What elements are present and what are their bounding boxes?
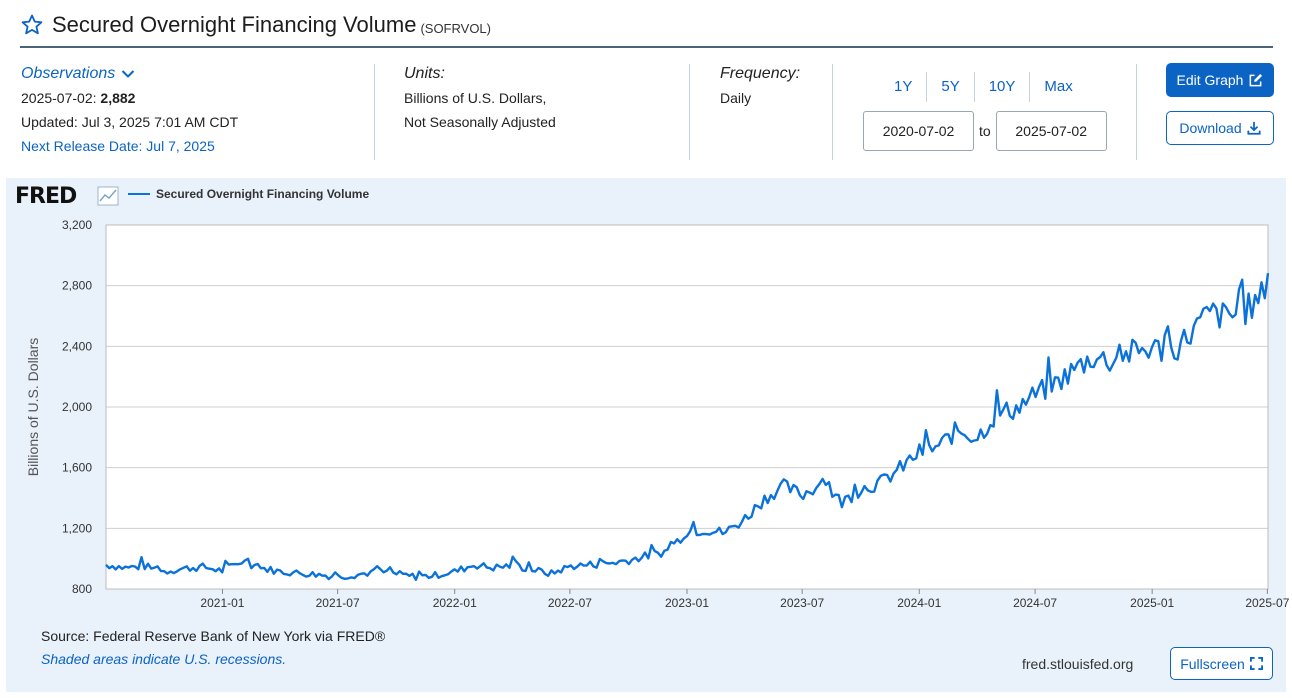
download-icon [1247, 121, 1261, 135]
updated-text: Updated: Jul 3, 2025 7:01 AM CDT [21, 114, 239, 130]
end-date-input[interactable] [995, 111, 1107, 151]
star-outline-icon[interactable] [20, 13, 44, 37]
download-button[interactable]: Download [1166, 111, 1274, 145]
x-tick-label: 2023-01 [665, 596, 709, 610]
grid-lines [105, 224, 1269, 590]
y-tick-label: 2,800 [62, 279, 92, 293]
y-tick-label: 3,200 [62, 218, 92, 232]
edit-graph-button[interactable]: Edit Graph [1166, 63, 1274, 97]
frequency-value: Daily [720, 90, 752, 106]
fullscreen-icon [1249, 657, 1263, 670]
units-block: Units: Billions of U.S. Dollars, Not Sea… [404, 62, 556, 134]
range-10y-button[interactable]: 10Y [988, 78, 1016, 95]
y-tick-label: 2,400 [62, 339, 92, 353]
next-release-link[interactable]: Next Release Date: Jul 7, 2025 [21, 138, 215, 154]
edit-icon [1250, 73, 1263, 86]
edit-graph-label: Edit Graph [1176, 72, 1244, 88]
observations-block: Observations 2025-07-02: 2,882 Updated: … [21, 62, 238, 158]
range-divider [926, 72, 928, 102]
range-selector: 1Y 5Y 10Y Max [880, 72, 1087, 102]
title-row: Secured Overnight Financing Volume (SOFR… [20, 8, 491, 42]
chart-legend: Secured Overnight Financing Volume [128, 187, 369, 201]
units-line-2: Not Seasonally Adjusted [404, 114, 556, 130]
download-label: Download [1179, 120, 1242, 136]
range-max-button[interactable]: Max [1044, 78, 1073, 95]
y-axis: 800 1,200 1,600 2,000 2,400 2,800 3,200 [62, 218, 92, 596]
chevron-down-icon [122, 70, 135, 78]
range-5y-button[interactable]: 5Y [941, 78, 960, 95]
range-divider [973, 72, 975, 102]
fred-url[interactable]: fred.stlouisfed.org [1022, 656, 1134, 672]
legend-label: Secured Overnight Financing Volume [156, 187, 370, 201]
series-line [105, 273, 1270, 581]
x-tick-label: 2024-07 [1013, 596, 1057, 610]
y-tick-label: 800 [72, 582, 92, 596]
divider [374, 64, 375, 160]
latest-observation: 2025-07-02: 2,882 [21, 86, 238, 110]
range-1y-button[interactable]: 1Y [894, 78, 913, 95]
y-tick-label: 2,000 [62, 400, 92, 414]
divider [689, 64, 690, 160]
recession-note: Shaded areas indicate U.S. recessions. [41, 651, 287, 667]
frequency-block: Frequency: Daily [720, 62, 800, 110]
page-title: Secured Overnight Financing Volume [52, 12, 417, 37]
fullscreen-label: Fullscreen [1180, 655, 1245, 672]
x-tick-label: 2025-07 [1245, 596, 1289, 610]
units-label: Units: [404, 65, 445, 82]
observations-label: Observations [21, 65, 116, 82]
x-axis: 2021-01 2021-07 2022-01 2022-07 2023-01 2023-… [200, 589, 1290, 610]
observations-dropdown[interactable]: Observations [21, 62, 238, 86]
fred-logo: FRED [15, 184, 77, 209]
range-divider [1029, 72, 1031, 102]
x-tick-label: 2025-01 [1130, 596, 1174, 610]
title-divider [20, 46, 1273, 48]
x-tick-label: 2021-07 [316, 596, 360, 610]
observation-date: 2025-07-02: [21, 90, 97, 106]
y-tick-label: 1,200 [62, 521, 92, 535]
x-tick-label: 2023-07 [780, 596, 824, 610]
to-label: to [979, 123, 991, 139]
date-range: to [863, 111, 1107, 151]
series-id: (SOFRVOL) [420, 20, 491, 36]
units-line-1: Billions of U.S. Dollars, [404, 90, 547, 106]
start-date-input[interactable] [863, 111, 974, 151]
x-tick-label: 2022-01 [433, 596, 477, 610]
y-axis-label: Billions of U.S. Dollars [25, 338, 41, 477]
y-tick-label: 1,600 [62, 461, 92, 475]
fullscreen-button[interactable]: Fullscreen [1170, 647, 1273, 680]
source-text: Source: Federal Reserve Bank of New York… [41, 628, 386, 644]
frequency-label: Frequency: [720, 65, 801, 82]
divider [832, 64, 833, 160]
legend-swatch [128, 193, 150, 195]
x-tick-label: 2024-01 [897, 596, 941, 610]
observation-value: 2,882 [100, 90, 136, 106]
x-tick-label: 2021-01 [200, 596, 244, 610]
x-tick-label: 2022-07 [548, 596, 592, 610]
divider [1136, 64, 1137, 160]
fred-chart-icon [97, 186, 119, 206]
